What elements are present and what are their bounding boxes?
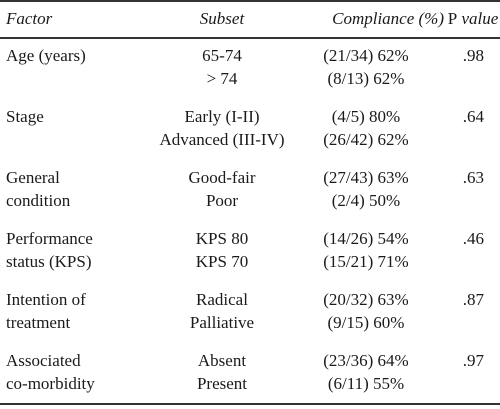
subset-2: Poor: [205, 191, 239, 210]
compliance-2: (8/13) 62%: [327, 69, 405, 88]
factor-line-2: condition: [6, 191, 71, 210]
compliance-2: (2/4) 50%: [331, 191, 401, 210]
subset-1: 65-74: [202, 46, 242, 65]
table-row: Performance status (KPS) KPS 80 KPS 70 (…: [0, 227, 500, 287]
factor-line-1: Performance: [6, 229, 93, 248]
table-row: General condition Good-fair Poor (27/43)…: [0, 166, 500, 226]
table-bottom-rule: [0, 403, 500, 405]
subset-2: Palliative: [189, 313, 255, 332]
header-p-prefix: P: [447, 9, 458, 28]
subset-1: Absent: [197, 351, 247, 370]
compliance-1: (21/34) 62%: [323, 46, 409, 65]
subset-1: Good-fair: [188, 168, 256, 187]
compliance-2: (6/11) 55%: [327, 374, 405, 393]
subset-2: Present: [196, 374, 248, 393]
table-row: Associated co-morbidity Absent Present (…: [0, 349, 500, 409]
subset-1: KPS 80: [195, 229, 249, 248]
p-value: .46: [462, 229, 484, 248]
factor-line-1: Stage: [6, 107, 44, 126]
table-row: Intention of treatment Radical Palliativ…: [0, 288, 500, 348]
table-row: Stage Early (I-II) Advanced (III-IV) (4/…: [0, 105, 500, 165]
subset-2: > 74: [206, 69, 238, 88]
table-row: Age (years) 65-74 > 74 (21/34) 62% (8/13…: [0, 44, 500, 104]
p-value: .98: [462, 46, 484, 65]
factor-line-2: status (KPS): [6, 252, 92, 271]
header-p-value: P value: [446, 9, 500, 29]
factor-line-1: Associated: [6, 351, 81, 370]
compliance-1: (23/36) 64%: [323, 351, 409, 370]
header-compliance: Compliance (%): [332, 9, 444, 28]
p-value: .63: [462, 168, 484, 187]
subset-1: Radical: [196, 290, 248, 309]
compliance-1: (27/43) 63%: [323, 168, 409, 187]
header-factor: Factor: [6, 9, 53, 28]
factor-line-2: treatment: [6, 313, 71, 332]
factor-line-1: Intention of: [6, 290, 86, 309]
compliance-2: (15/21) 71%: [323, 252, 409, 271]
p-value: .64: [462, 107, 484, 126]
p-value: .97: [462, 351, 484, 370]
p-value: .87: [462, 290, 484, 309]
subset-2: Advanced (III-IV): [159, 130, 285, 149]
factor-line-2: co-morbidity: [6, 374, 95, 393]
header-subset: Subset: [199, 9, 245, 28]
subset-2: KPS 70: [195, 252, 249, 271]
compliance-1: (4/5) 80%: [331, 107, 401, 126]
compliance-1: (20/32) 63%: [323, 290, 409, 309]
factor-line-1: Age (years): [6, 46, 86, 65]
table-top-rule: [0, 0, 500, 2]
compliance-2: (26/42) 62%: [323, 130, 409, 149]
subset-1: Early (I-II): [184, 107, 260, 126]
header-rule: [0, 37, 500, 39]
header-p-suffix: value: [461, 9, 499, 28]
compliance-2: (9/15) 60%: [327, 313, 405, 332]
compliance-1: (14/26) 54%: [323, 229, 409, 248]
factor-line-1: General: [6, 168, 60, 187]
